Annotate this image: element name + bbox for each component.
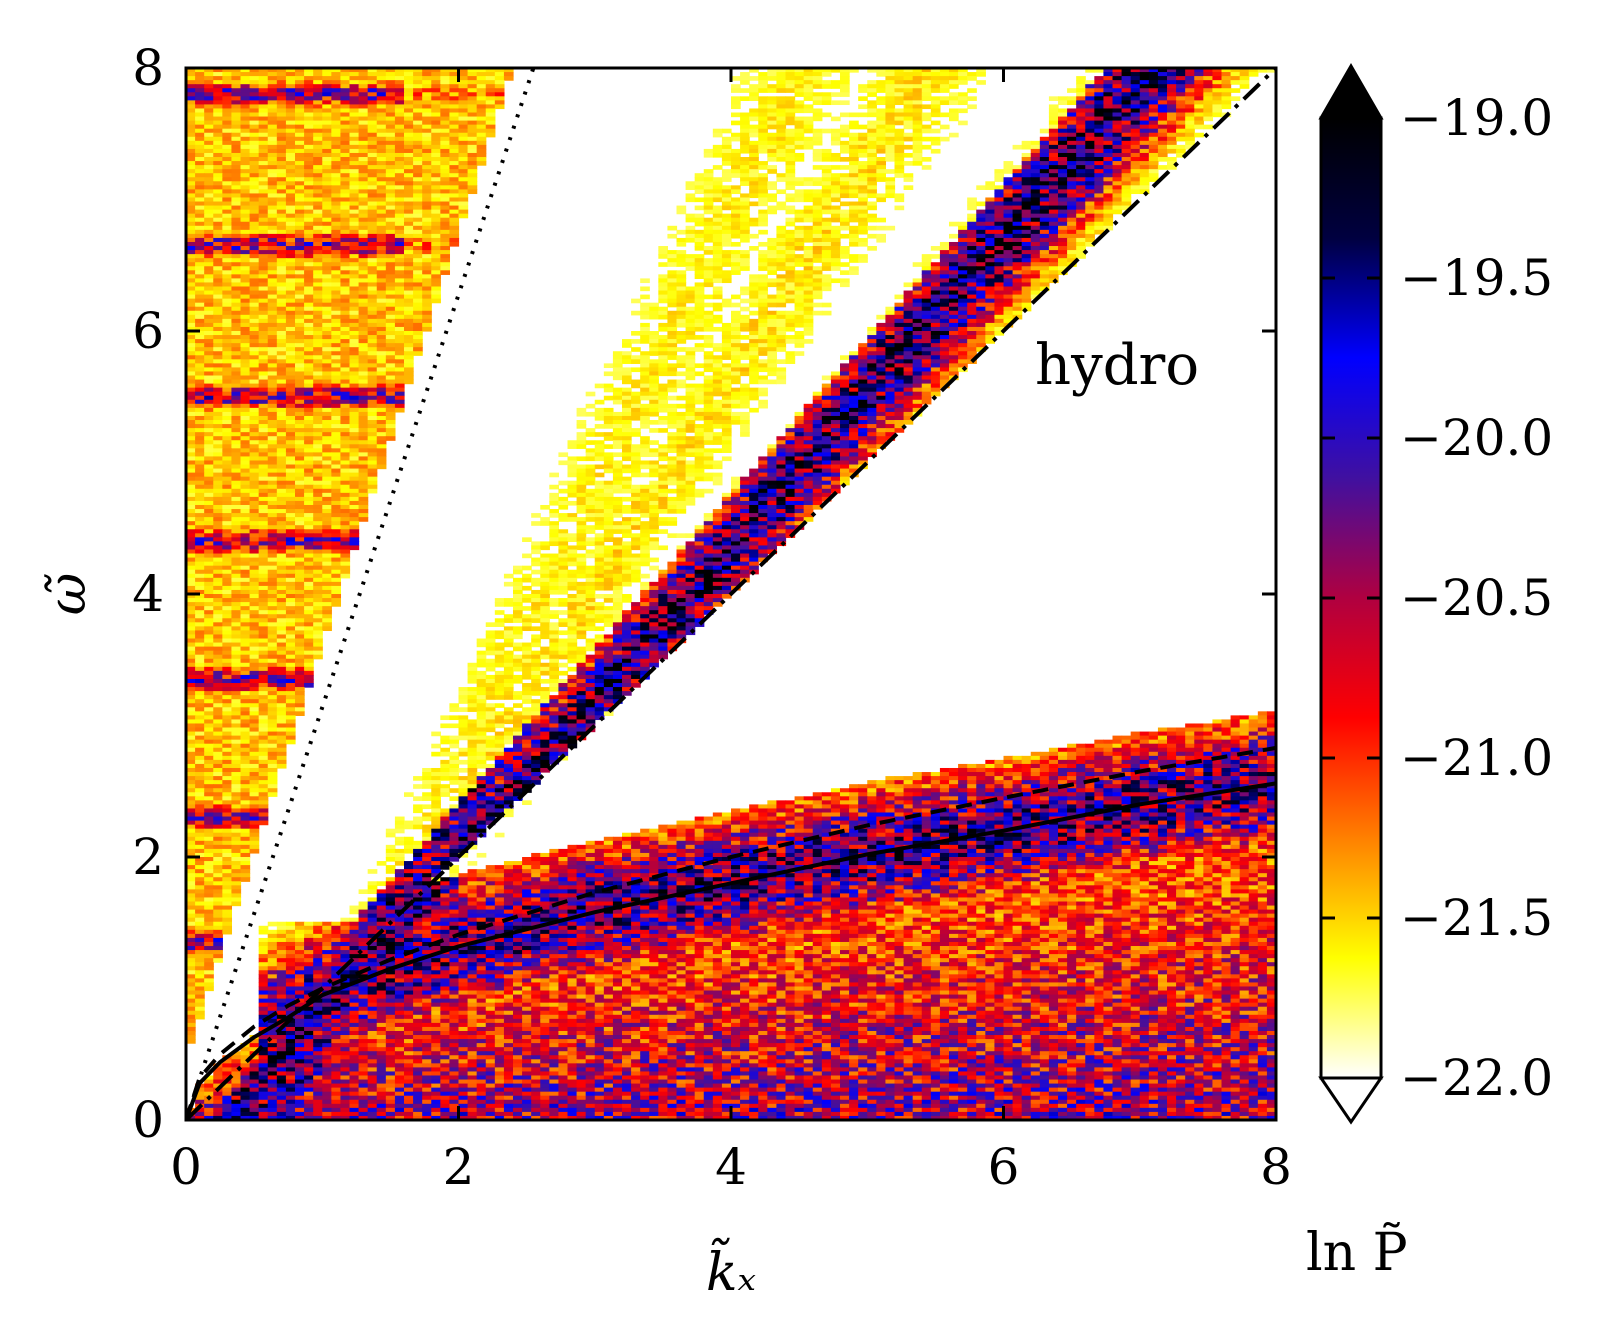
curve-dashed [186,745,1276,1120]
y-tick-label: 8 [132,39,164,97]
x-tick-label: 8 [1260,1138,1292,1196]
colorbar-extend-top [1318,62,1384,120]
y-tick-label: 4 [132,565,164,623]
spectral-heatmap [186,68,1276,1120]
colorbar-extend-bottom [1318,1076,1384,1125]
colorbar-tick-label: −21.5 [1400,889,1553,947]
colorbar-tick-label: −22.0 [1400,1049,1553,1107]
colorbar-tick-label: −19.5 [1400,249,1553,307]
x-tick-label: 2 [443,1138,475,1196]
curve-dotted [186,68,536,1120]
y-tick-label: 0 [132,1091,164,1149]
colorbar-tick-label: −20.0 [1400,409,1553,467]
dispersion-curves [186,68,1276,1120]
colorbar-tick-label: −20.5 [1400,569,1553,627]
x-tick-label: 6 [988,1138,1020,1196]
annotation-hydro: hydro [1035,333,1199,398]
colorbar-tick-label: −21.0 [1400,729,1553,787]
x-tick-label: 0 [170,1138,202,1196]
axis-ticks: 0 2 4 6 8 0 2 4 6 8 [132,39,1292,1196]
y-tick-label: 6 [132,302,164,360]
colorbar: −19.0 −19.5 −20.0 −20.5 −21.0 −21.5 −22.0 [1318,62,1553,1125]
y-tick-label: 2 [132,828,164,886]
curve-solid [186,781,1276,1120]
x-axis-label: k̃ₓ [706,1237,756,1303]
curve-dash-dot [186,68,1276,1120]
x-tick-label: 4 [715,1138,747,1196]
colorbar-tick-label: −19.0 [1400,89,1553,147]
colorbar-label: ln P̃ [1306,1222,1408,1283]
y-axis-label: ω̃ [38,573,98,615]
